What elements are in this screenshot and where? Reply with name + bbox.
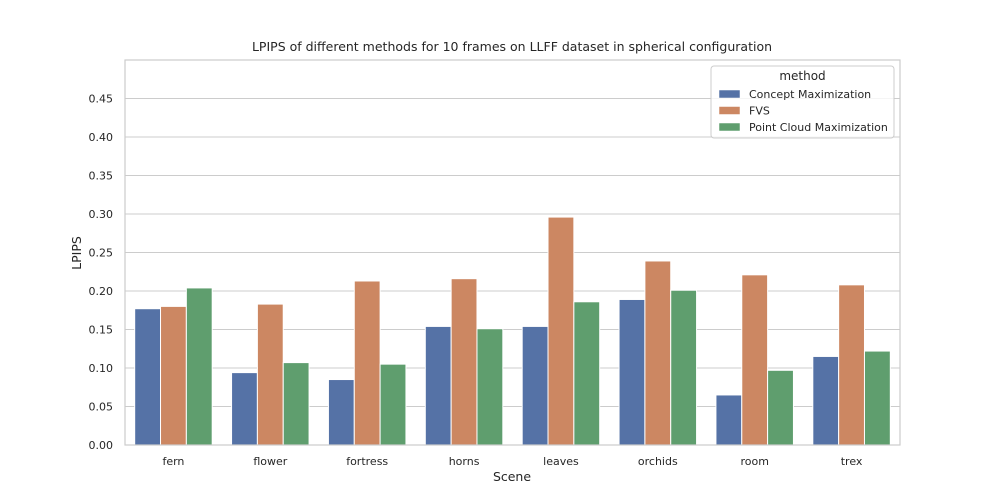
y-tick-label: 0.45 xyxy=(89,93,114,106)
bar-orchids-0 xyxy=(618,298,646,446)
legend-label: Point Cloud Maximization xyxy=(749,121,888,134)
y-tick-label: 0.20 xyxy=(89,285,114,298)
bar-room-0 xyxy=(715,394,743,446)
x-tick-label: horns xyxy=(449,455,480,468)
y-tick-label: 0.40 xyxy=(89,131,114,144)
x-tick-label: orchids xyxy=(638,455,678,468)
y-tick-label: 0.00 xyxy=(89,439,114,452)
bar-trex-1 xyxy=(838,284,865,446)
x-axis-label: Scene xyxy=(493,469,531,484)
bar-leaves-2 xyxy=(573,301,601,446)
bar-room-1 xyxy=(741,274,769,446)
x-tick-label: fortress xyxy=(346,455,388,468)
bar-fern-2 xyxy=(185,287,213,446)
bar-fortress-2 xyxy=(379,363,407,446)
bar-trex-2 xyxy=(863,350,891,446)
plot-frame xyxy=(124,59,901,446)
legend-swatch xyxy=(718,89,741,99)
y-axis-label: LPIPS xyxy=(69,236,84,270)
legend: method Concept Maximization FVS Point Clou… xyxy=(710,65,895,139)
y-tick-label: 0.15 xyxy=(89,324,114,337)
bar-leaves-0 xyxy=(521,325,549,446)
bar-leaves-1 xyxy=(547,216,575,446)
x-tick-label: flower xyxy=(253,455,287,468)
x-tick-label: leaves xyxy=(543,455,579,468)
legend-title: method xyxy=(779,69,825,83)
bar-horns-0 xyxy=(424,325,452,446)
bar-fortress-1 xyxy=(353,280,381,446)
bar-horns-2 xyxy=(476,328,504,446)
legend-entries: Concept Maximization FVS Point Cloud Maxim… xyxy=(718,88,888,134)
bar-trex-0 xyxy=(812,355,840,446)
bar-fern-0 xyxy=(134,308,162,446)
bar-flower-1 xyxy=(256,303,284,446)
y-tick-label: 0.10 xyxy=(89,362,114,375)
bar-orchids-2 xyxy=(670,289,698,446)
x-tick-labels: fern flower fortress horns leaves orchids room… xyxy=(162,455,862,468)
x-tick-label: trex xyxy=(841,455,863,468)
bar-orchids-1 xyxy=(644,260,672,446)
bar-horns-1 xyxy=(450,278,478,446)
x-tick-label: fern xyxy=(162,455,184,468)
bar-flower-0 xyxy=(231,372,258,446)
chart-title: LPIPS of different methods for 10 frames… xyxy=(252,39,772,54)
bars xyxy=(134,216,891,446)
bar-fern-1 xyxy=(160,305,187,446)
y-tick-label: 0.30 xyxy=(89,208,114,221)
bar-room-2 xyxy=(767,369,794,446)
bar-fortress-0 xyxy=(327,379,355,446)
legend-swatch xyxy=(718,106,741,115)
y-tick-labels: 0.00 0.05 0.10 0.15 0.20 0.25 0.30 0.35 0.40 0.45 xyxy=(89,93,114,453)
legend-label: FVS xyxy=(749,105,770,118)
legend-swatch xyxy=(718,122,741,132)
x-tick-label: room xyxy=(740,455,768,468)
bar-flower-2 xyxy=(282,362,310,446)
y-tick-label: 0.25 xyxy=(89,247,114,260)
legend-label: Concept Maximization xyxy=(749,88,871,101)
y-tick-label: 0.05 xyxy=(89,401,114,414)
y-tick-label: 0.35 xyxy=(89,170,114,183)
legend-box xyxy=(710,65,895,139)
